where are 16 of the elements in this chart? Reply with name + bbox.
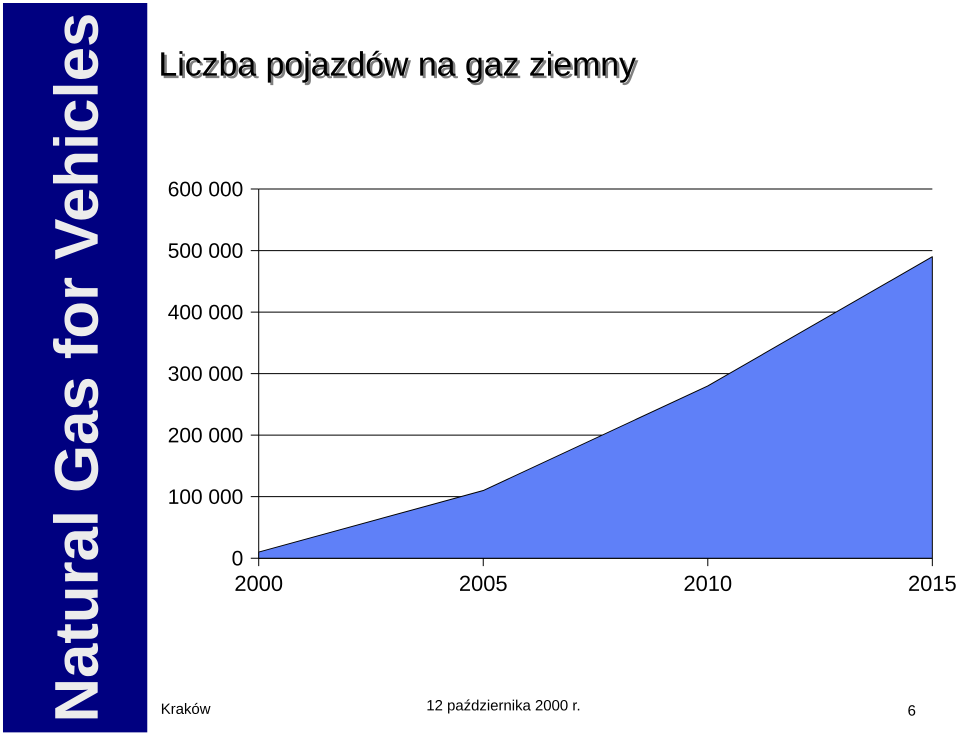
y-tick-label: 300 000 <box>168 366 242 381</box>
text: 6 <box>908 704 916 716</box>
text: Natural Gas for Vehicles <box>52 15 98 718</box>
y-tick-label: 200 000 <box>168 428 242 442</box>
chart-title: Liczba pojazdów na gaz ziemny <box>164 53 638 85</box>
y-tick-label: 500 000 <box>168 243 242 258</box>
y-tick-label: 600 000 <box>168 181 242 196</box>
x-tick-label: 2010 <box>684 575 732 591</box>
y-tick-label: 400 000 <box>168 304 242 320</box>
text: Kraków <box>162 702 211 714</box>
y-tick-label: 0 <box>232 550 242 566</box>
x-tick-label: 2000 <box>235 575 282 591</box>
text: 12 października 2000 r. <box>427 699 580 714</box>
x-tick-label: 2015 <box>909 575 956 591</box>
y-tick-label: 100 000 <box>169 489 242 504</box>
x-tick-label: 2005 <box>460 575 507 591</box>
